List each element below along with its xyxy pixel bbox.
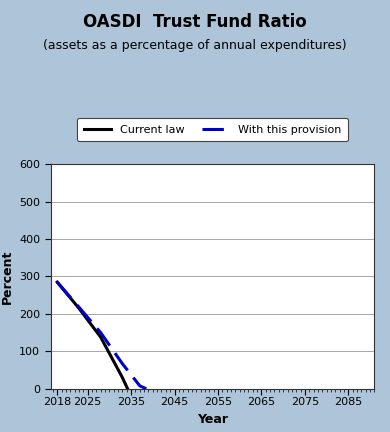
With this provision xyxy=(120,361,125,366)
With this provision xyxy=(98,330,103,335)
With this provision xyxy=(55,280,60,285)
Current law xyxy=(76,306,81,311)
Legend: Current law, With this provision: Current law, With this provision xyxy=(77,118,348,141)
Y-axis label: Percent: Percent xyxy=(1,249,14,304)
Current law xyxy=(125,386,130,391)
Line: With this provision: With this provision xyxy=(57,282,146,389)
Text: OASDI  Trust Fund Ratio: OASDI Trust Fund Ratio xyxy=(83,13,307,31)
Current law xyxy=(98,334,103,340)
With this provision xyxy=(76,305,81,310)
Current law xyxy=(120,375,125,380)
With this provision xyxy=(137,383,142,388)
Text: (assets as a percentage of annual expenditures): (assets as a percentage of annual expend… xyxy=(43,39,347,52)
With this provision xyxy=(144,386,149,391)
Line: Current law: Current law xyxy=(57,282,128,389)
X-axis label: Year: Year xyxy=(197,413,228,426)
Current law xyxy=(55,280,60,285)
